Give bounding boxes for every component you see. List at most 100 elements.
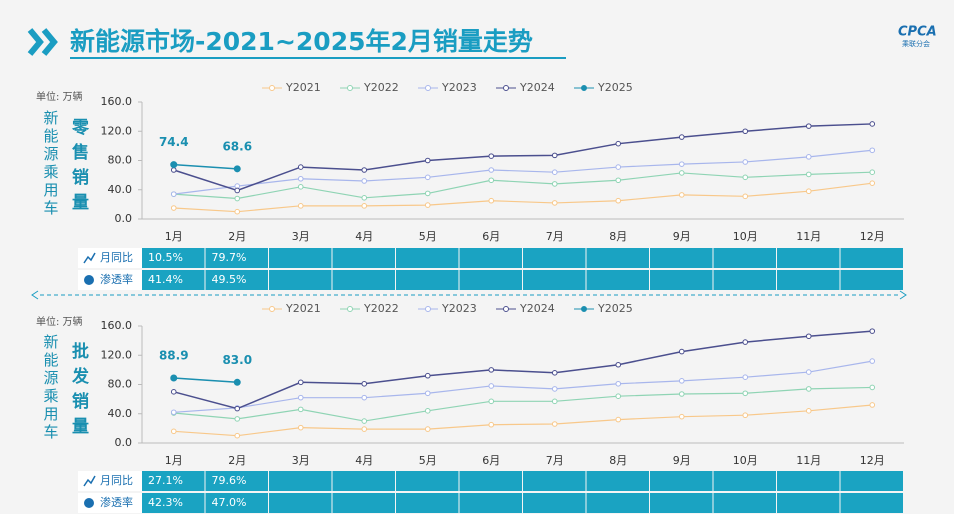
legend-label: Y2025 [597, 81, 633, 94]
x-tick-label: 1月 [165, 230, 183, 243]
separator-arrows [31, 290, 907, 300]
table-cell [650, 270, 713, 290]
point [869, 328, 876, 334]
point [678, 391, 685, 397]
point [869, 147, 876, 154]
table-cell [586, 471, 649, 491]
header-chevrons [27, 28, 58, 56]
data-label: 83.0 [222, 353, 252, 367]
legend-marker [581, 306, 587, 312]
x-tick-label: 10月 [733, 454, 758, 467]
series-line [173, 330, 873, 410]
icon-pie [84, 275, 94, 285]
table-cell [777, 270, 840, 290]
table-cell [586, 493, 649, 513]
legend-label: Y2024 [519, 81, 555, 94]
table-cell [332, 471, 395, 491]
y-tick-label: 80.0 [108, 154, 133, 167]
point [615, 197, 622, 204]
panel-label: 零售销量 [68, 118, 90, 218]
point [170, 161, 178, 169]
point [615, 164, 622, 170]
point [488, 421, 495, 428]
table-row-head [78, 471, 142, 491]
x-tick-label: 4月 [355, 454, 373, 467]
table-cell [523, 493, 586, 513]
point [678, 170, 685, 176]
point [615, 177, 622, 184]
y-tick-label: 40.0 [108, 183, 133, 196]
point [615, 361, 622, 368]
table-cell [713, 471, 776, 491]
table-cell [650, 471, 713, 491]
y-tick-label: 80.0 [108, 378, 133, 391]
table-row-label: 渗透率 [100, 272, 133, 286]
point [361, 418, 368, 424]
point [869, 402, 876, 408]
point [615, 380, 622, 387]
point [742, 412, 749, 419]
legend-marker [425, 306, 431, 312]
icon-trend [83, 252, 96, 264]
legend-marker [269, 85, 275, 91]
table-cell [840, 270, 903, 290]
series-line [173, 386, 873, 422]
point [678, 348, 685, 355]
point [551, 169, 558, 175]
point [678, 134, 685, 140]
table-cell [396, 248, 459, 268]
table-cell [269, 471, 332, 491]
point [234, 416, 241, 422]
table-cell-text: 47.0% [212, 496, 247, 509]
table-cell [396, 270, 459, 290]
point [869, 384, 876, 391]
table-cell [332, 270, 395, 290]
point [297, 175, 304, 182]
point [551, 398, 558, 405]
point [869, 121, 876, 127]
data-label: 74.4 [159, 135, 189, 149]
x-tick-label: 8月 [609, 230, 627, 243]
x-tick-label: 3月 [292, 454, 310, 467]
point [234, 432, 241, 439]
table-cell [713, 270, 776, 290]
table-cell [713, 248, 776, 268]
point [297, 203, 304, 209]
table-cell-text: 79.7% [212, 251, 247, 264]
point [551, 181, 558, 187]
header-title: 新能源市场-2021~2025年2月销量走势 [70, 27, 533, 56]
point [234, 405, 241, 412]
table-cell [523, 270, 586, 290]
y-tick-label: 120.0 [101, 124, 133, 137]
table-cell-text: 79.6% [212, 474, 247, 487]
legend-label: Y2023 [441, 302, 477, 315]
table-cell [713, 493, 776, 513]
table-cell [142, 270, 205, 290]
point [869, 180, 876, 186]
y-tick-label: 160.0 [101, 95, 133, 108]
table-cell [205, 248, 268, 268]
point [361, 426, 368, 432]
point [424, 408, 431, 414]
legend-label: Y2025 [597, 302, 633, 315]
legend-marker [269, 306, 275, 312]
series-line [173, 377, 238, 384]
x-tick-label: 6月 [482, 230, 500, 243]
legend-label: Y2022 [363, 81, 399, 94]
logo: CPCA [898, 25, 937, 40]
table-row-label: 渗透率 [100, 495, 133, 509]
point [424, 157, 431, 164]
table-cell [332, 248, 395, 268]
table-cell [142, 471, 205, 491]
table-cell [840, 471, 903, 491]
point [805, 386, 812, 392]
point [233, 165, 241, 173]
table-cell [205, 493, 268, 513]
x-tick-label: 12月 [860, 454, 885, 467]
legend-label: Y2024 [519, 302, 555, 315]
x-tick-label: 5月 [419, 230, 437, 243]
point [678, 161, 685, 167]
point [678, 413, 685, 420]
point [805, 123, 812, 129]
